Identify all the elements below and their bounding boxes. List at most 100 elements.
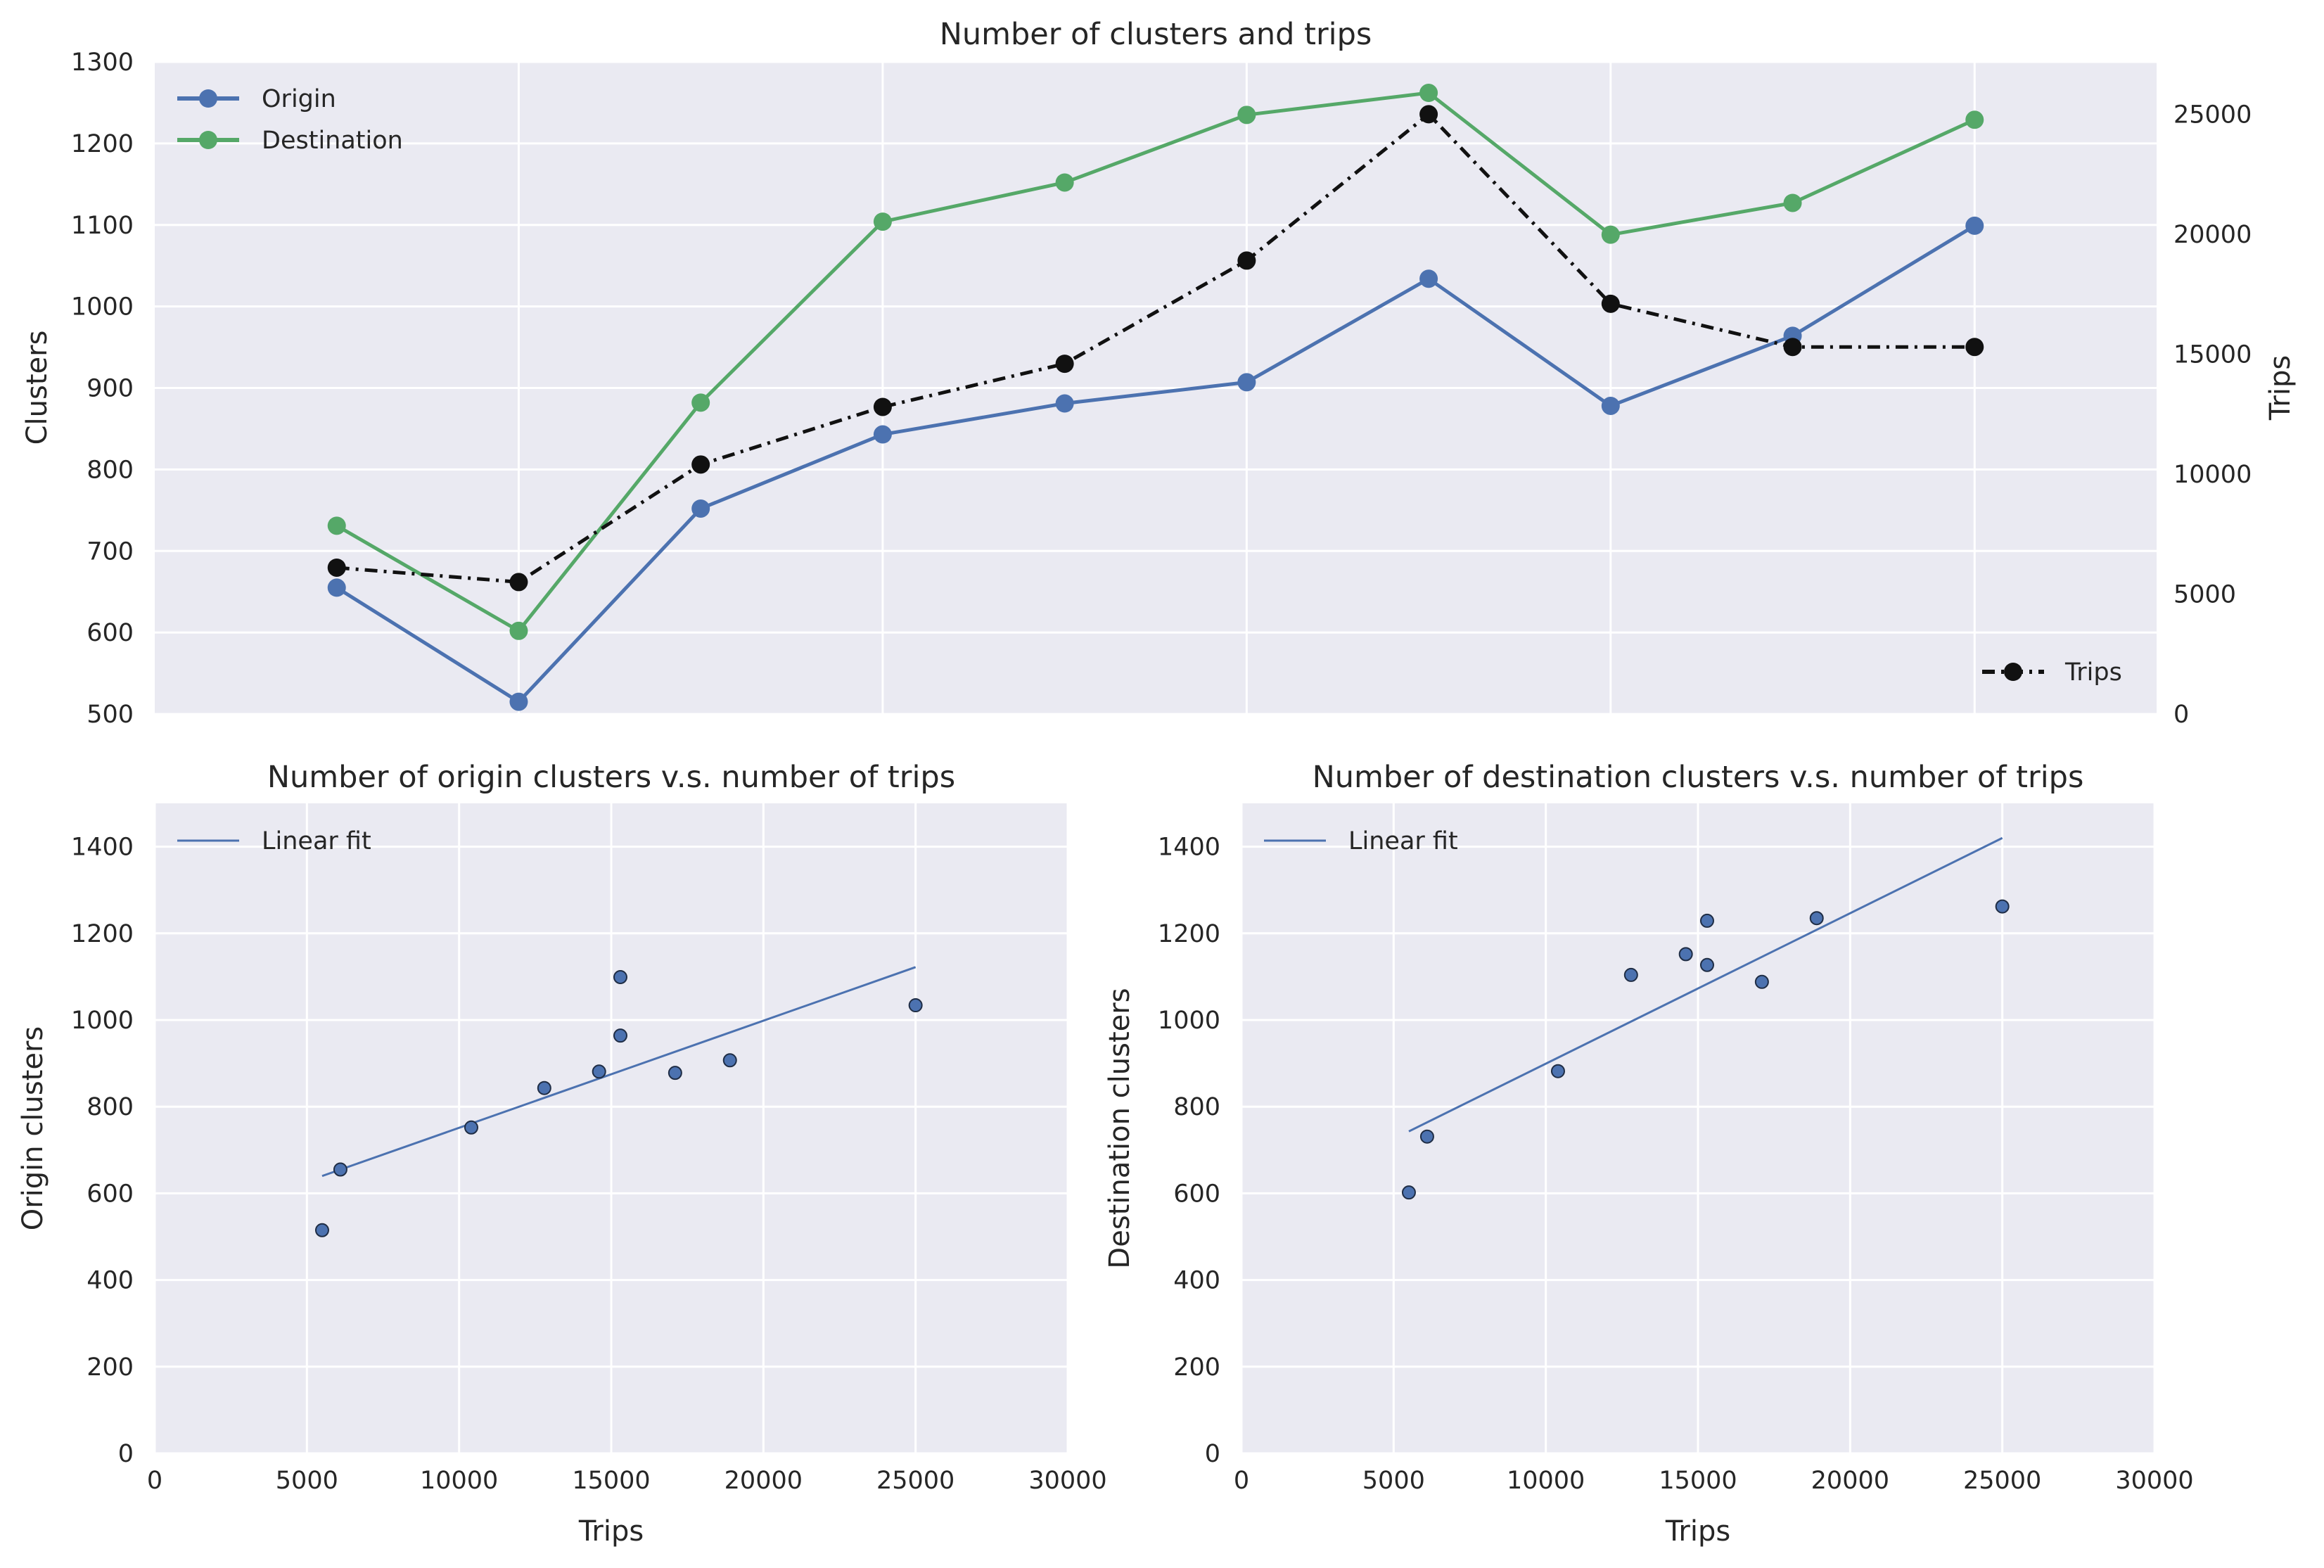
y2-tick-label-top: 10000 <box>2173 461 2252 489</box>
y-tick-label: 1400 <box>71 834 134 862</box>
point-destination <box>1237 106 1256 125</box>
legend-fit-label-destination: Linear fit <box>1348 827 1458 855</box>
y2-tick-label-top: 5000 <box>2173 580 2236 608</box>
point-destination <box>327 516 346 535</box>
legend-origin-marker <box>199 89 217 108</box>
scatter-point <box>1995 899 2010 914</box>
legend-destination-marker <box>199 131 217 149</box>
point-trips <box>873 397 892 416</box>
scatter-point <box>1623 967 1638 982</box>
y-axis-label-origin: Origin clusters <box>17 1026 49 1231</box>
scatter-point <box>908 998 923 1013</box>
y-tick-label: 600 <box>1173 1180 1220 1208</box>
x-axis-label-origin: Trips <box>578 1515 644 1548</box>
x-tick-label: 10000 <box>1507 1467 1585 1495</box>
origin-scatter-panel: 0 5000 10000 15000 20000 25000 30000 0 200 400 60… <box>17 760 1107 1548</box>
point-destination <box>1055 173 1074 192</box>
point-destination <box>509 621 528 640</box>
x-tick-label: 25000 <box>876 1467 954 1495</box>
point-trips <box>327 558 346 577</box>
destination-scatter-panel: 0 5000 10000 15000 20000 25000 30000 0 200 400 60… <box>1104 760 2194 1548</box>
chart-title-top: Number of clusters and trips <box>940 17 1372 52</box>
scatter-point <box>1809 911 1824 926</box>
scatter-point <box>613 1028 627 1043</box>
point-destination <box>873 212 892 231</box>
chart-title-destination: Number of destination clusters v.s. numb… <box>1313 760 2084 795</box>
point-trips <box>1783 338 1802 357</box>
linear-fit-line <box>321 966 917 1178</box>
x-tick-label: 20000 <box>1811 1467 1889 1495</box>
scatter-point <box>464 1120 478 1135</box>
scatter-point <box>537 1081 551 1095</box>
y-axis-label-clusters: Clusters <box>21 331 53 445</box>
y-tick-label: 200 <box>1173 1353 1220 1382</box>
scatter-point <box>592 1064 606 1079</box>
legend-top-left: Origin Destination <box>177 85 403 155</box>
y2-tick-label-top: 25000 <box>2173 101 2252 129</box>
point-origin <box>327 578 346 597</box>
point-trips <box>1237 251 1256 270</box>
legend-trips-marker <box>2004 663 2022 681</box>
y-tick-label-top: 1100 <box>71 212 134 240</box>
scatter-point <box>314 1223 329 1237</box>
scatter-point <box>1699 913 1714 928</box>
x-tick-label: 15000 <box>1659 1467 1737 1495</box>
y-tick-label: 1200 <box>71 920 134 948</box>
y-tick-label-top: 800 <box>87 456 134 484</box>
clusters-trips-panel: 500 600 700 800 900 1000 1100 1200 1300 0 5000 100… <box>21 17 2297 729</box>
x-tick-label: 10000 <box>420 1467 498 1495</box>
legend-destination-label: Destination <box>262 127 403 155</box>
x-tick-label: 0 <box>1234 1467 1249 1495</box>
y-tick-label: 1000 <box>1158 1007 1220 1035</box>
scatter-point <box>613 970 627 985</box>
scatter-point <box>668 1066 682 1081</box>
point-origin <box>691 499 710 518</box>
scatter-point <box>333 1162 347 1177</box>
y-tick-label: 600 <box>87 1180 134 1208</box>
point-trips <box>1419 105 1438 124</box>
chart-title-origin: Number of origin clusters v.s. number of… <box>267 760 955 795</box>
point-trips <box>1601 294 1620 313</box>
x-tick-label: 5000 <box>1362 1467 1425 1495</box>
legend-trips-label: Trips <box>2064 658 2122 687</box>
legend-origin-fit: Linear fit <box>177 827 371 855</box>
point-trips <box>1055 355 1074 374</box>
point-destination <box>1783 193 1802 212</box>
y2-tick-label-top: 0 <box>2173 701 2189 729</box>
y-tick-label: 0 <box>1205 1440 1220 1468</box>
y2-tick-label-top: 15000 <box>2173 340 2252 369</box>
scatter-point <box>1419 1129 1434 1144</box>
y-tick-label-top: 900 <box>87 375 134 403</box>
x-tick-label: 25000 <box>1963 1467 2041 1495</box>
point-origin <box>1237 373 1256 392</box>
point-destination <box>1965 110 1984 129</box>
y-tick-label: 400 <box>1173 1267 1220 1295</box>
y-axis-label-destination: Destination clusters <box>1104 988 1136 1268</box>
point-trips <box>509 573 528 592</box>
series-line-trips <box>336 112 1975 584</box>
y-tick-label: 1000 <box>71 1007 134 1035</box>
point-origin <box>1601 396 1620 415</box>
y-tick-label: 400 <box>87 1267 134 1295</box>
y-tick-label: 800 <box>1173 1093 1220 1121</box>
x-axis-label-destination: Trips <box>1665 1515 1730 1548</box>
point-origin <box>873 425 892 444</box>
y-tick-label: 200 <box>87 1353 134 1382</box>
x-tick-label: 15000 <box>572 1467 650 1495</box>
y-tick-label-top: 1300 <box>71 49 134 77</box>
y-tick-label-top: 600 <box>87 619 134 647</box>
legend-origin-label: Origin <box>262 85 336 113</box>
point-origin <box>509 692 528 711</box>
point-destination <box>1601 225 1620 244</box>
y-tick-label: 800 <box>87 1093 134 1121</box>
scatter-point <box>722 1053 737 1068</box>
scatter-point <box>1401 1185 1416 1200</box>
y2-tick-label-top: 20000 <box>2173 221 2252 249</box>
y2-axis-label-trips: Trips <box>2264 355 2297 421</box>
scatter-point <box>1678 947 1693 962</box>
point-origin <box>1055 394 1074 413</box>
legend-fit-label-origin: Linear fit <box>262 827 371 855</box>
y-tick-label-top: 1000 <box>71 293 134 321</box>
y-tick-label-top: 1200 <box>71 130 134 158</box>
